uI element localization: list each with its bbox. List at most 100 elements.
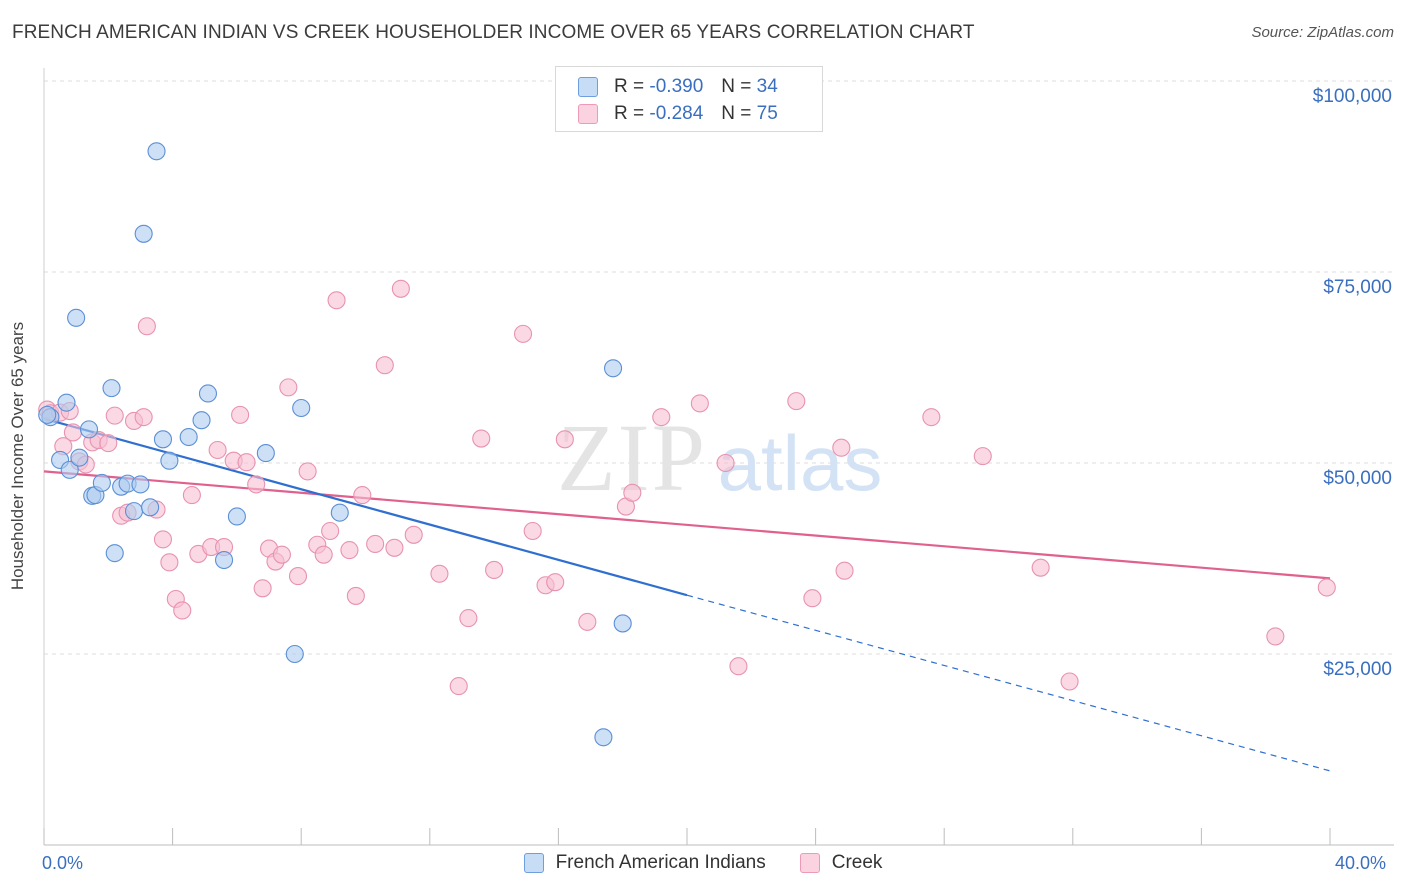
point-creek [160, 553, 179, 572]
trend-line-extrapolation [686, 594, 1331, 772]
pink-swatch [799, 853, 820, 873]
point-creek [803, 589, 822, 608]
point-creek [449, 677, 468, 696]
point-creek [404, 525, 423, 544]
point-creek [208, 440, 227, 460]
point-creek [375, 356, 394, 375]
legend-label: French American Indians [555, 852, 766, 873]
point-creek [253, 579, 272, 598]
point-french-american-indians [131, 475, 150, 494]
point-creek [391, 279, 410, 298]
stats-row-creek: R = -0.284 N = 75 [578, 103, 778, 125]
stats-row-french-american-indians: R = -0.390 N = 34 [578, 76, 778, 98]
legend-item-creek: Creek [799, 852, 883, 874]
grid-lines [44, 80, 1394, 655]
y-tick-100000: $100,000 [1312, 86, 1392, 107]
blue-swatch [523, 853, 544, 873]
point-french-american-indians [179, 427, 198, 447]
point-creek [546, 573, 565, 592]
series-legend: French American Indians Creek [0, 852, 1406, 874]
point-french-american-indians [192, 411, 211, 430]
stats-legend: R = -0.390 N = 34 R = -0.284 N = 75 [555, 66, 823, 132]
point-creek [321, 521, 340, 541]
point-creek [385, 538, 404, 557]
point-french-american-indians [604, 359, 623, 378]
y-tick-25000: $25,000 [1323, 659, 1392, 680]
point-french-american-indians [141, 498, 160, 517]
point-french-american-indians [160, 451, 179, 470]
y-tick-75000: $75,000 [1323, 277, 1392, 298]
point-creek [237, 453, 256, 472]
point-creek [279, 378, 298, 397]
point-french-american-indians [60, 460, 79, 479]
point-creek [231, 405, 250, 424]
point-creek [513, 324, 533, 343]
point-french-american-indians [285, 644, 304, 664]
point-creek [832, 438, 851, 457]
point-creek [652, 408, 671, 427]
point-creek [485, 560, 504, 580]
watermark: ZIP atlas [557, 404, 882, 511]
legend-label: Creek [831, 852, 883, 873]
x-tick-max: 40.0% [1335, 853, 1387, 873]
point-creek [523, 521, 542, 541]
point-french-american-indians [92, 473, 111, 492]
n-label: N = [721, 76, 752, 97]
point-creek [346, 586, 365, 605]
point-french-american-indians [153, 430, 173, 449]
point-creek [729, 657, 748, 676]
point-french-american-indians [134, 224, 153, 243]
point-creek [973, 447, 992, 466]
r-label: R = [614, 76, 645, 97]
point-french-american-indians [102, 379, 121, 398]
point-creek [247, 475, 266, 494]
point-creek [366, 534, 385, 554]
point-creek [327, 291, 346, 310]
r-value: -0.390 [649, 76, 704, 97]
point-french-american-indians [227, 507, 246, 526]
point-creek [690, 394, 709, 413]
point-french-american-indians [38, 405, 57, 424]
point-french-american-indians [57, 393, 76, 412]
blue-swatch [578, 77, 598, 97]
y-tick-50000: $50,000 [1323, 468, 1392, 489]
point-creek [173, 601, 192, 620]
r-value: -0.284 [649, 103, 704, 124]
point-creek [153, 530, 173, 549]
point-creek [1060, 672, 1079, 691]
point-creek [182, 486, 201, 505]
point-french-american-indians [594, 728, 613, 747]
point-creek [298, 462, 317, 481]
point-french-american-indians [292, 398, 311, 418]
point-french-american-indians [67, 308, 86, 327]
point-creek [63, 423, 82, 442]
point-creek [99, 434, 118, 453]
point-creek [314, 545, 333, 564]
point-creek [353, 486, 372, 505]
point-french-american-indians [147, 142, 166, 161]
point-creek [555, 430, 574, 449]
point-french-american-indians [198, 384, 218, 403]
n-value: 75 [756, 103, 778, 124]
point-creek [272, 545, 291, 564]
point-french-american-indians [105, 544, 124, 563]
r-label: R = [614, 103, 645, 124]
y-axis-label: Householder Income Over 65 years [8, 321, 27, 591]
point-creek [472, 429, 491, 448]
point-creek [922, 408, 941, 427]
point-creek [134, 408, 153, 427]
x-tick-min: 0.0% [42, 853, 84, 873]
point-french-american-indians [613, 614, 632, 633]
point-french-american-indians [330, 503, 349, 522]
point-creek [578, 612, 597, 631]
legend-item-french-american-indians: French American Indians [523, 852, 766, 874]
n-value: 34 [756, 76, 778, 97]
point-creek [137, 317, 156, 336]
point-creek [835, 561, 854, 580]
n-label: N = [721, 103, 752, 124]
axes [43, 68, 1394, 846]
trend-line-french-american-indians [43, 417, 688, 597]
source-label: Source: ZipAtlas.com [1251, 24, 1394, 41]
point-creek [1031, 558, 1050, 577]
